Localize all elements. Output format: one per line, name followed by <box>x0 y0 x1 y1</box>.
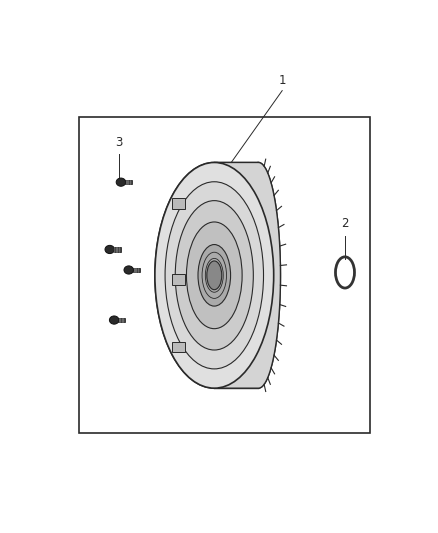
Text: 3: 3 <box>116 136 123 149</box>
Ellipse shape <box>187 222 242 329</box>
Bar <box>118 318 125 322</box>
Ellipse shape <box>155 163 274 388</box>
Bar <box>114 247 120 252</box>
Ellipse shape <box>237 163 280 388</box>
Bar <box>172 342 185 352</box>
Bar <box>125 180 132 184</box>
Bar <box>172 274 185 285</box>
Ellipse shape <box>116 178 126 186</box>
Ellipse shape <box>124 266 134 274</box>
Bar <box>78 117 371 433</box>
Polygon shape <box>155 163 280 388</box>
Ellipse shape <box>165 182 264 369</box>
Ellipse shape <box>110 316 119 324</box>
Ellipse shape <box>105 245 114 254</box>
Bar <box>172 198 185 208</box>
Ellipse shape <box>198 245 230 306</box>
Text: 1: 1 <box>279 74 286 86</box>
Ellipse shape <box>207 261 222 290</box>
Ellipse shape <box>175 200 253 350</box>
Bar <box>133 268 140 272</box>
Text: 2: 2 <box>341 217 349 230</box>
